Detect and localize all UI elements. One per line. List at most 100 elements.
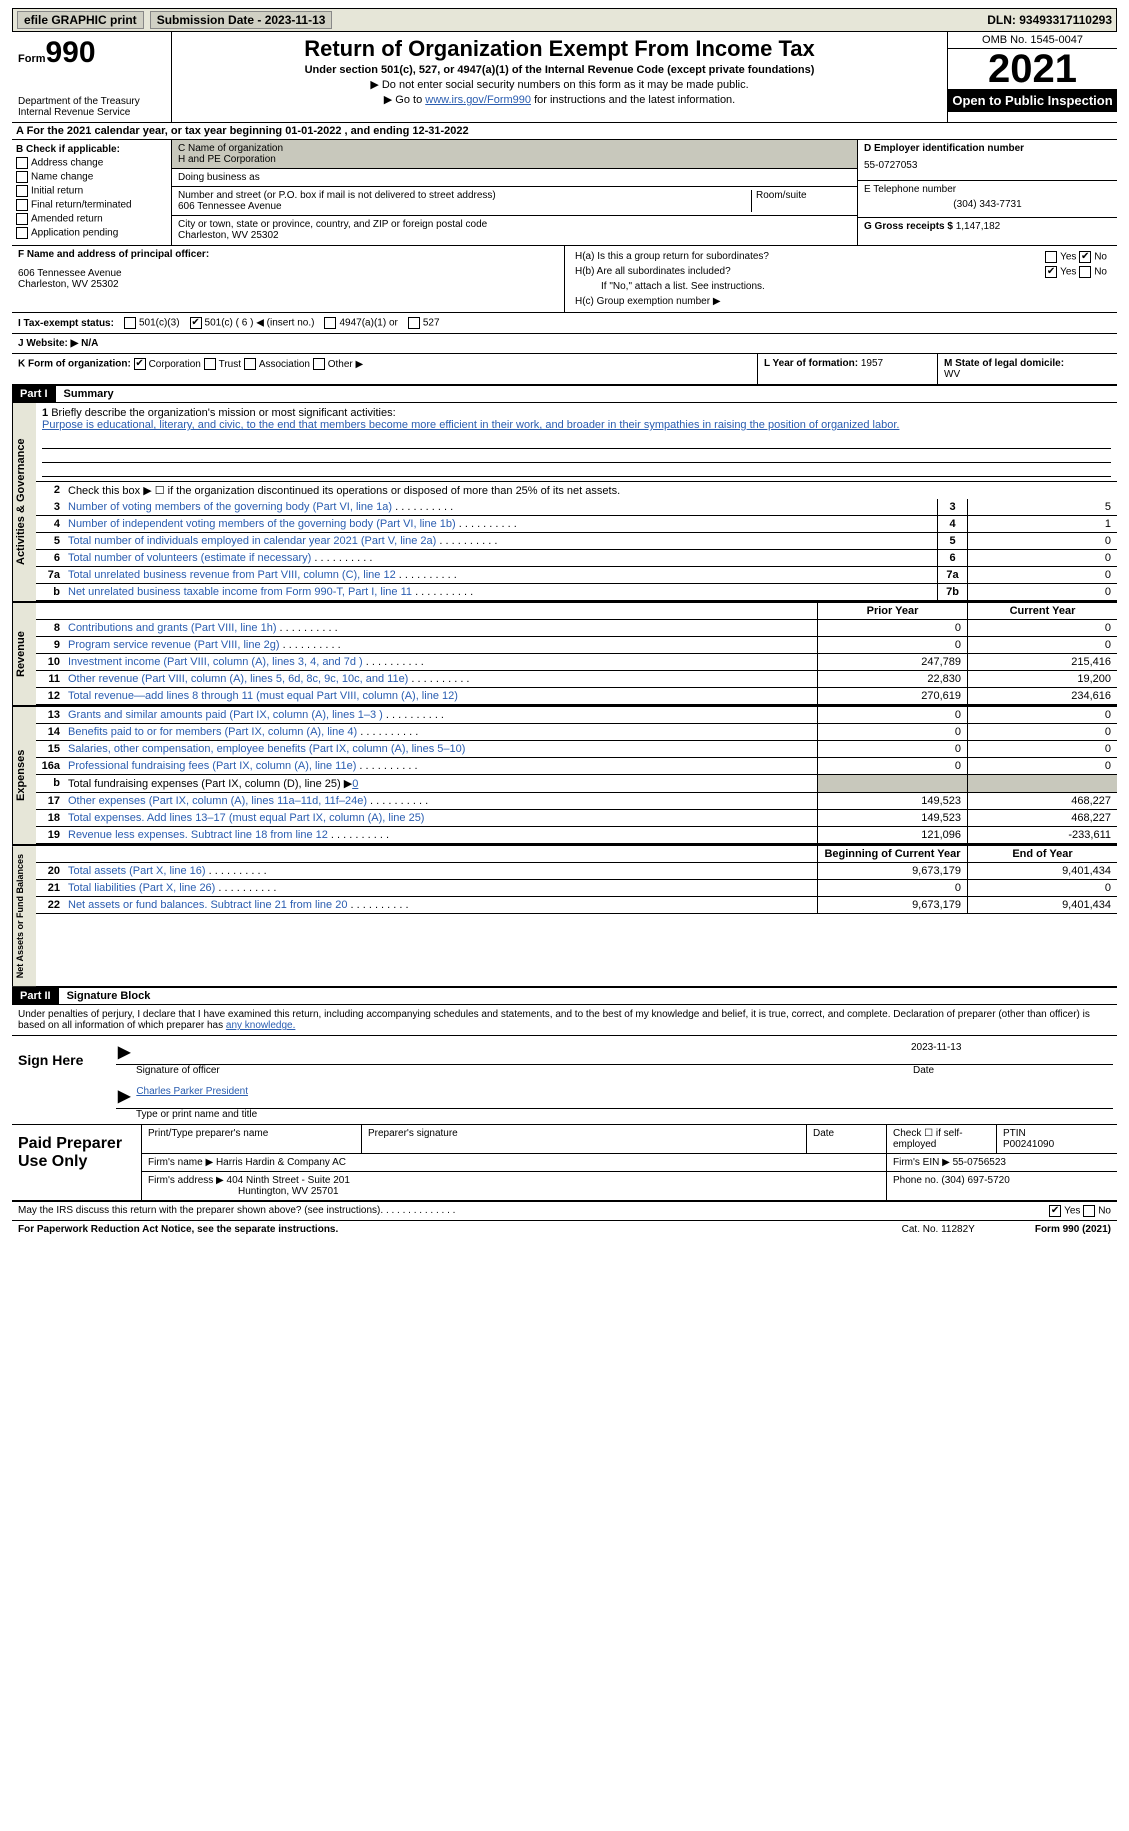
cb-discuss-no[interactable] [1083, 1205, 1095, 1217]
l16b-amt: 0 [352, 778, 358, 790]
cb-527[interactable]: 527 [408, 317, 440, 329]
l12-curr: 234,616 [967, 688, 1117, 704]
firm-addr2: Huntington, WV 25701 [238, 1186, 339, 1197]
firm-name: Harris Hardin & Company AC [216, 1157, 346, 1168]
l6-val: 0 [967, 550, 1117, 566]
vtab-expenses: Expenses [12, 707, 36, 844]
l8-prior: 0 [817, 620, 967, 636]
officer-addr1: 606 Tennessee Avenue [18, 268, 558, 279]
org-name: H and PE Corporation [178, 154, 851, 165]
irs-link[interactable]: www.irs.gov/Form990 [425, 94, 531, 106]
expenses-section: Expenses 13Grants and similar amounts pa… [12, 707, 1117, 844]
l13-prior: 0 [817, 707, 967, 723]
cb-discuss-yes[interactable] [1049, 1205, 1061, 1217]
firm-phone: (304) 697-5720 [941, 1175, 1009, 1186]
dept-label: Department of the Treasury [18, 96, 165, 107]
website-row: J Website: ▶ N/A [12, 334, 1117, 354]
part1-header: Part ISummary [12, 386, 1117, 403]
cb-final-return[interactable]: Final return/terminated [16, 199, 167, 211]
l16a-curr: 0 [967, 758, 1117, 774]
signature-intro: Under penalties of perjury, I declare th… [12, 1005, 1117, 1036]
cb-4947[interactable]: 4947(a)(1) or [324, 317, 397, 329]
form-number: Form990 [18, 36, 165, 70]
l17-prior: 149,523 [817, 793, 967, 809]
form-note-2: ▶ Go to www.irs.gov/Form990 for instruct… [180, 93, 939, 106]
sig-date: 2023-11-13 [911, 1042, 1111, 1062]
l21-eoy: 0 [967, 880, 1117, 896]
cb-501c3[interactable]: 501(c)(3) [124, 317, 180, 329]
l20-eoy: 9,401,434 [967, 863, 1117, 879]
korg-row: K Form of organization: Corporation Trus… [12, 354, 1117, 386]
cb-association[interactable]: Association [244, 359, 310, 370]
l21-boy: 0 [817, 880, 967, 896]
l10-curr: 215,416 [967, 654, 1117, 670]
l17-curr: 468,227 [967, 793, 1117, 809]
l20-boy: 9,673,179 [817, 863, 967, 879]
block-b-checkboxes: B Check if applicable: Address change Na… [12, 140, 172, 245]
cb-other[interactable]: Other ▶ [313, 359, 363, 370]
l9-curr: 0 [967, 637, 1117, 653]
revenue-section: Revenue Prior YearCurrent Year 8Contribu… [12, 603, 1117, 705]
l7b-val: 0 [967, 584, 1117, 600]
dln-label: DLN: 93493317110293 [987, 13, 1112, 27]
firm-ein: 55-0756523 [953, 1157, 1006, 1168]
form-note-1: ▶ Do not enter social security numbers o… [180, 78, 939, 91]
vtab-net-assets: Net Assets or Fund Balances [12, 846, 36, 986]
cb-corporation[interactable]: Corporation [134, 359, 201, 370]
tax-status-row: I Tax-exempt status: 501(c)(3) 501(c) ( … [12, 313, 1117, 334]
l14-prior: 0 [817, 724, 967, 740]
form-header: Form990 Department of the Treasury Inter… [12, 32, 1117, 123]
firm-addr1: 404 Ninth Street - Suite 201 [227, 1175, 350, 1186]
l10-prior: 247,789 [817, 654, 967, 670]
hc-group-exemption: H(c) Group exemption number ▶ [571, 294, 1111, 309]
cb-initial-return[interactable]: Initial return [16, 185, 167, 197]
efile-print-button[interactable]: efile GRAPHIC print [17, 11, 144, 29]
hb-subordinates: H(b) Are all subordinates included? Yes … [571, 264, 1111, 279]
l16a-prior: 0 [817, 758, 967, 774]
gross-receipts: 1,147,182 [956, 221, 1001, 232]
officer-name: Charles Parker President [136, 1086, 248, 1106]
cat-no: Cat. No. 11282Y [902, 1224, 975, 1235]
submission-date-button[interactable]: Submission Date - 2023-11-13 [150, 11, 333, 29]
l19-curr: -233,611 [967, 827, 1117, 843]
l15-curr: 0 [967, 741, 1117, 757]
l14-curr: 0 [967, 724, 1117, 740]
ha-group-return: H(a) Is this a group return for subordin… [571, 249, 1111, 264]
l22-eoy: 9,401,434 [967, 897, 1117, 913]
ein-value: 55-0727053 [864, 154, 1111, 177]
block-d-ein-phone: D Employer identification number 55-0727… [857, 140, 1117, 245]
cb-address-change[interactable]: Address change [16, 157, 167, 169]
street-address: 606 Tennessee Avenue [178, 201, 751, 212]
arrow-icon: ▶ [118, 1042, 130, 1062]
phone-value: (304) 343-7731 [864, 195, 1111, 214]
officer-addr2: Charleston, WV 25302 [18, 279, 558, 290]
cb-501c[interactable]: 501(c) ( 6 ) ◀ (insert no.) [190, 317, 315, 329]
l19-prior: 121,096 [817, 827, 967, 843]
arrow-icon: ▶ [118, 1086, 130, 1106]
paid-preparer-block: Paid Preparer Use Only Print/Type prepar… [12, 1125, 1117, 1202]
cb-trust[interactable]: Trust [204, 359, 241, 370]
cb-application-pending[interactable]: Application pending [16, 227, 167, 239]
cb-amended-return[interactable]: Amended return [16, 213, 167, 225]
officer-hgroup-row: F Name and address of principal officer:… [12, 246, 1117, 313]
l22-boy: 9,673,179 [817, 897, 967, 913]
entity-block: B Check if applicable: Address change Na… [12, 140, 1117, 246]
l18-prior: 149,523 [817, 810, 967, 826]
l13-curr: 0 [967, 707, 1117, 723]
discuss-row: May the IRS discuss this return with the… [12, 1202, 1117, 1221]
tax-year: 2021 [948, 49, 1117, 89]
cb-name-change[interactable]: Name change [16, 171, 167, 183]
l5-val: 0 [967, 533, 1117, 549]
state-domicile: WV [944, 369, 960, 380]
city-state-zip: Charleston, WV 25302 [178, 230, 851, 241]
l11-curr: 19,200 [967, 671, 1117, 687]
dba-label: Doing business as [172, 169, 857, 187]
tax-period: A For the 2021 calendar year, or tax yea… [12, 123, 1117, 140]
l12-prior: 270,619 [817, 688, 967, 704]
l8-curr: 0 [967, 620, 1117, 636]
l3-val: 5 [967, 499, 1117, 515]
vtab-governance: Activities & Governance [12, 403, 36, 601]
year-formation: 1957 [861, 358, 883, 369]
sign-here-block: Sign Here ▶ 2023-11-13 Signature of offi… [12, 1036, 1117, 1125]
block-c-name-address: C Name of organization H and PE Corporat… [172, 140, 857, 245]
